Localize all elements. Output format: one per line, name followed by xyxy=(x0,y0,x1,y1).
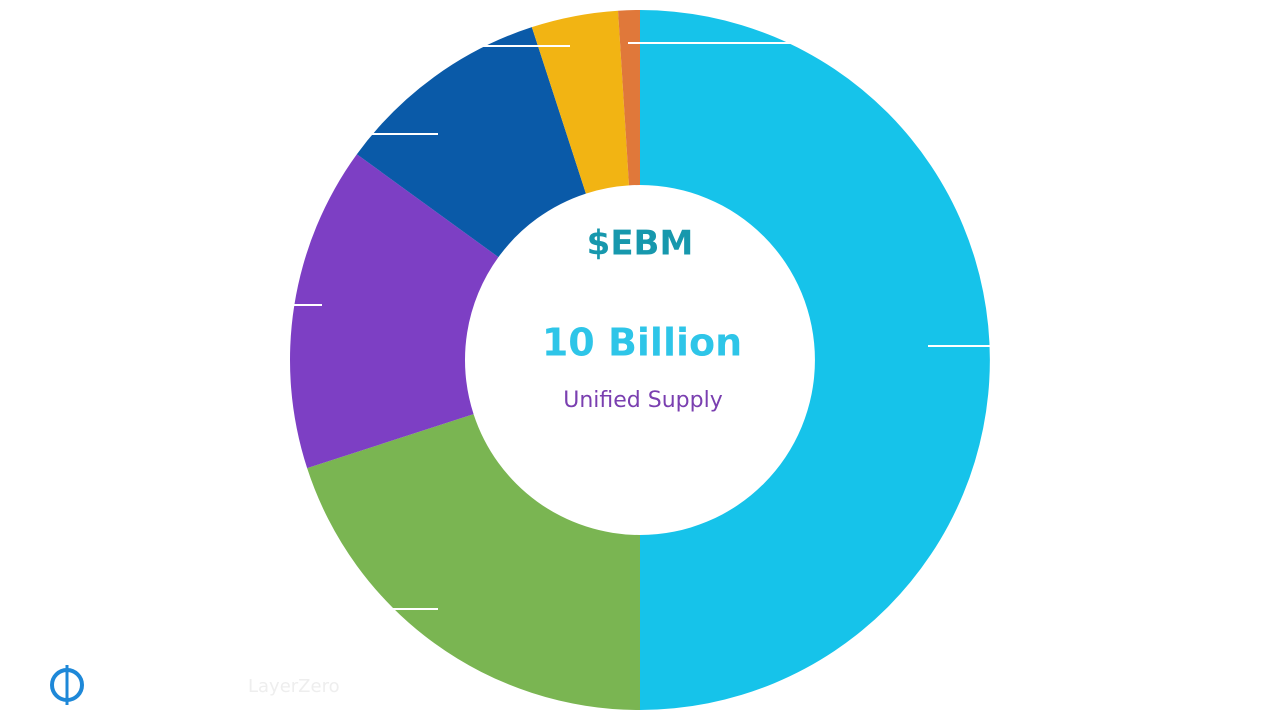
slice xyxy=(640,10,990,710)
slice xyxy=(356,27,586,258)
slice xyxy=(307,414,640,710)
center-title: $EBM xyxy=(587,224,694,264)
slice xyxy=(289,154,499,469)
logo xyxy=(50,665,84,705)
donut xyxy=(289,10,990,710)
center-caption: Unified Supply xyxy=(563,388,722,413)
leader-lines xyxy=(290,42,992,610)
logo-text: LayerZero xyxy=(248,676,340,697)
center-value: 10 Billion xyxy=(542,321,742,365)
slice xyxy=(531,10,630,194)
slice xyxy=(618,10,640,186)
